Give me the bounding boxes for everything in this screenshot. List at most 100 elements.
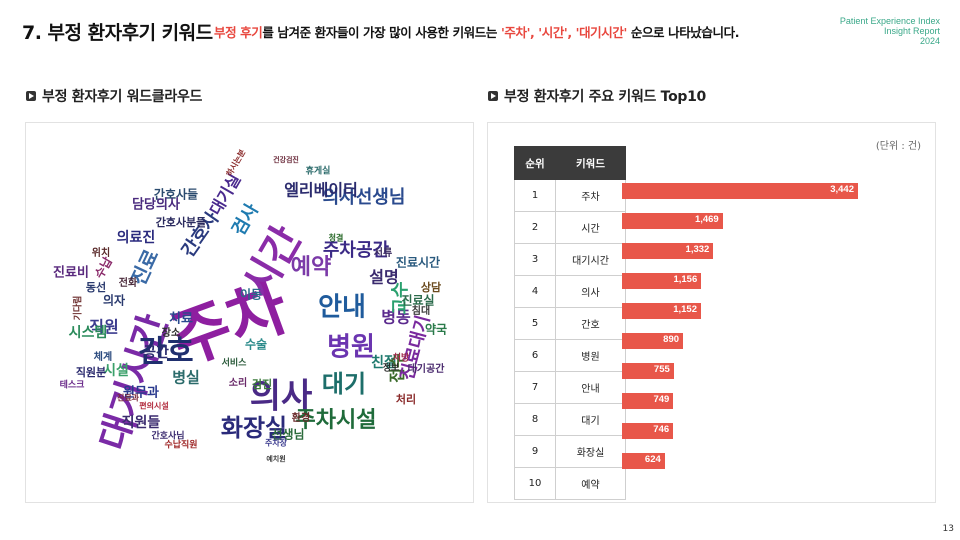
column-header-rank: 순위 [514,146,556,180]
keyword-cell: 시간 [555,211,626,244]
bar-7: 755 [622,363,674,379]
cloud-word: 접수 [388,353,407,383]
bar-row: 1,152 [622,296,902,326]
bar-value-label: 1,156 [673,274,698,285]
cloud-word: 휴게실 [306,165,331,177]
bar-9: 746 [622,423,674,439]
cloud-word: 기다림 [72,296,84,321]
cloud-word: 서류 [374,246,392,259]
cloud-word: 소리 [229,376,247,389]
table-row: 3 대기시간 [514,243,626,276]
cloud-word: 안내 [318,293,366,323]
cloud-word: 치료 [169,311,193,327]
cloud-word: 의사선생님 [323,187,406,208]
bar-value-label: 624 [644,454,661,465]
rank-cell: 8 [514,403,556,436]
rank-cell: 9 [514,435,556,468]
bar-2: 1,469 [622,213,723,229]
cloud-word: 진료과 [117,393,140,403]
cloud-word: 상담 [421,280,441,294]
cloud-word: 교수 [390,281,411,314]
brand-line-3: 2024 [919,36,940,46]
cloud-word: 직원들 [122,414,161,431]
bar-row: 3,442 [622,176,902,206]
unit-label: (단위 : 건) [875,141,921,152]
bar-value-label: 1,152 [673,304,697,315]
cloud-word: 진료비 [53,265,89,281]
keyword-cell: 화장실 [555,435,626,468]
subtitle-text-2: 순으로 나타났습니다. [626,25,740,40]
keyword-cell: 안내 [555,371,626,404]
cloud-word: 엘리베이터 [284,181,358,200]
cloud-word: 직원분 [76,365,106,379]
cloud-word: 원무과 [123,386,159,401]
cloud-word: 시설 [103,363,129,379]
table-row: 2 시간 [514,211,626,244]
keyword-cell: 간호 [555,307,626,340]
subtitle-highlight: '주차', '시간', '대기시간' [500,25,627,40]
bar-10: 624 [622,453,665,469]
rank-cell: 10 [514,467,556,500]
cloud-word: 처리 [396,392,416,406]
cloud-word: 병동 [381,308,411,327]
cloud-word: 건강검진 [273,155,299,164]
keyword-cell: 의사 [555,275,626,308]
rank-cell: 4 [514,275,556,308]
subtitle-red-text: 부정 후기 [214,25,263,40]
cloud-word: 하시는분 [224,147,248,178]
rank-cell: 7 [514,371,556,404]
cloud-word: 시스템 [69,324,108,341]
table-row: 10 예약 [514,467,626,500]
cloud-word: 진료시간 [396,255,440,270]
table-row: 5 간호 [514,307,626,340]
cloud-word: 대기 [322,370,366,398]
bar-row: 1,156 [622,266,902,296]
page-title: 7. 부정 환자후기 키워드 [22,22,213,44]
brand-block: Patient Experience Index Insight Report … [840,16,940,46]
wordcloud-panel: 주차 대기시간 시간 의사 간호 병원 안내 대기 화장실 예약 주차시설 주차공간 의사선생님 검사 진료… [25,122,474,503]
rank-cell: 2 [514,211,556,244]
column-header-keyword: 키워드 [555,146,626,180]
bar-row: 749 [622,386,902,416]
cloud-word: 친절 [371,355,397,371]
brand-line-1: Patient Experience Index [839,16,940,26]
cloud-word: 청결 [329,233,344,243]
right-heading-text: 부정 환자후기 주요 키워드 Top10 [504,89,706,105]
cloud-word: 진료실 [401,293,434,308]
cloud-word: 체계 [94,350,112,363]
subtitle-text-1: 를 남겨준 환자들이 가장 많이 사용한 키워드는 [262,25,501,40]
cloud-word: 의자 [103,293,125,308]
rank-cell: 3 [514,243,556,276]
keyword-table: 순위 키워드 1 주차 2 시간 3 대기시간 4 의사 5 간호 6 병원 7 안내 8 대기 9 화장실 10 예… [514,146,626,500]
cloud-word: 위치 [92,246,110,259]
top10-panel: (단위 : 건) 순위 키워드 1 주차 2 시간 3 대기시간 4 의사 5 간호 6 병원 7 안내 8… [487,122,936,503]
bar-value-label: 749 [653,394,670,405]
bar-row: 755 [622,356,902,386]
cloud-word: 약국 [425,322,447,337]
table-row: 1 주차 [514,179,626,212]
cloud-word: 선생님 [271,427,304,442]
keyword-cell: 대기 [555,403,626,436]
cloud-word: 공간 [143,344,169,361]
bar-3: 1,332 [622,243,714,259]
bar-1: 3,442 [622,183,858,199]
cloud-word: 화장실 [221,414,287,442]
cloud-word: 간호사님 [151,430,184,442]
bar-chart: 3,442 1,469 1,332 1,156 1,152 890 755 749 746 624 [622,176,902,476]
bar-row: 746 [622,416,902,446]
cloud-word: 테스크 [60,379,85,391]
table-row: 4 의사 [514,275,626,308]
cloud-word: 수술 [245,338,267,352]
bar-value-label: 746 [653,424,670,435]
bullet-icon [26,91,36,101]
bar-row: 1,469 [622,206,902,236]
table-row: 6 병원 [514,339,626,372]
cloud-word: 편의시설 [139,401,168,411]
brand-line-2: Insight Report [883,26,940,36]
cloud-word: 전화 [119,276,138,289]
cloud-word: 동선 [86,280,106,294]
cloud-word: 주차시설 [296,408,377,433]
bar-value-label: 3,442 [830,184,854,195]
bar-row: 624 [622,446,902,476]
